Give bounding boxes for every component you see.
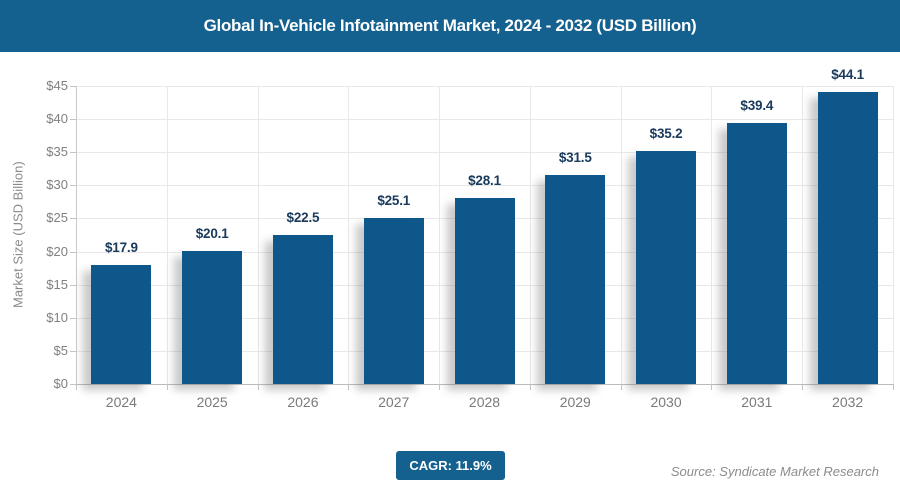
y-tick-mark <box>70 317 76 319</box>
x-axis-line <box>76 384 894 385</box>
y-tick-label: $25 <box>46 210 68 226</box>
y-tick-label: $0 <box>53 376 68 391</box>
x-tick-mark <box>76 384 77 390</box>
cagr-label: CAGR: 11.9% <box>409 458 492 473</box>
x-tick-mark <box>257 384 259 390</box>
bar-value-label: $20.1 <box>195 225 229 241</box>
y-tick-label: $5 <box>53 342 68 358</box>
y-tick-mark <box>70 119 76 121</box>
x-tick-mark <box>620 384 622 390</box>
bar-2027 <box>363 217 424 384</box>
bar-value-label: $44.1 <box>831 66 864 82</box>
x-tick-mark <box>711 384 713 390</box>
x-tick-label: 2027 <box>378 394 410 410</box>
x-tick-mark <box>439 384 441 390</box>
gridline-horizontal <box>76 119 893 121</box>
bar-2025 <box>182 250 243 384</box>
chart-title-bar: Global In-Vehicle Infotainment Market, 2… <box>0 0 900 52</box>
x-tick-label: 2025 <box>196 394 228 410</box>
bar-2029 <box>545 175 606 384</box>
gridline-horizontal <box>76 86 893 87</box>
x-tick-label: 2026 <box>287 394 319 410</box>
source-text: Source: Syndicate Market Research <box>670 464 879 479</box>
gridline-vertical <box>620 86 622 384</box>
y-tick-mark <box>70 86 76 87</box>
bar-2031 <box>726 123 787 384</box>
gridline-vertical <box>711 86 713 384</box>
x-tick-mark <box>529 384 531 390</box>
bar-2028 <box>454 197 515 384</box>
y-tick-label: $20 <box>46 243 68 259</box>
x-tick-label: 2032 <box>832 394 864 410</box>
bar-2026 <box>272 235 333 384</box>
bar-value-label: $28.1 <box>468 172 501 188</box>
y-tick-label: $35 <box>46 144 68 160</box>
gridline-vertical <box>166 86 168 384</box>
y-tick-mark <box>70 384 76 385</box>
y-tick-label: $30 <box>46 177 68 193</box>
gridline-horizontal <box>76 152 893 154</box>
y-tick-mark <box>70 185 76 187</box>
x-tick-label: 2029 <box>559 394 591 410</box>
y-tick-label: $45 <box>46 78 68 93</box>
y-tick-label: $40 <box>46 111 68 127</box>
bar-value-label: $22.5 <box>286 210 320 225</box>
y-tick-mark <box>70 284 76 286</box>
y-tick-mark <box>70 152 76 154</box>
gridline-vertical <box>257 86 259 384</box>
y-tick-mark <box>70 350 76 352</box>
bar-2030 <box>636 150 697 384</box>
y-tick-label: $15 <box>46 276 68 292</box>
bar-value-label: $35.2 <box>649 125 683 141</box>
gridline-vertical <box>439 86 441 384</box>
x-tick-label: 2024 <box>105 394 137 410</box>
chart-title: Global In-Vehicle Infotainment Market, 2… <box>203 16 697 35</box>
x-tick-mark <box>802 384 804 390</box>
gridline-vertical <box>348 86 350 384</box>
bar-value-label: $31.5 <box>558 150 592 166</box>
gridline-horizontal <box>76 185 893 187</box>
x-tick-label: 2028 <box>468 394 501 410</box>
gridline-vertical <box>893 86 894 384</box>
y-tick-mark <box>70 218 76 220</box>
y-tick-mark <box>70 251 76 253</box>
x-tick-mark <box>893 384 894 390</box>
y-axis-line <box>76 86 77 384</box>
bar-value-label: $17.9 <box>104 240 138 256</box>
x-tick-mark <box>166 384 168 390</box>
cagr-badge: CAGR: 11.9% <box>396 451 505 480</box>
gridline-vertical <box>529 86 531 384</box>
bar-2024 <box>91 265 152 384</box>
gridline-vertical <box>802 86 804 384</box>
x-tick-label: 2030 <box>650 394 682 410</box>
bar-value-label: $39.4 <box>740 98 774 114</box>
x-tick-mark <box>348 384 350 390</box>
y-axis-title: Market Size (USD Billion) <box>10 161 26 309</box>
x-tick-label: 2031 <box>741 394 773 410</box>
bar-2032 <box>817 91 878 384</box>
y-tick-label: $10 <box>46 309 68 325</box>
bar-value-label: $25.1 <box>377 192 411 208</box>
